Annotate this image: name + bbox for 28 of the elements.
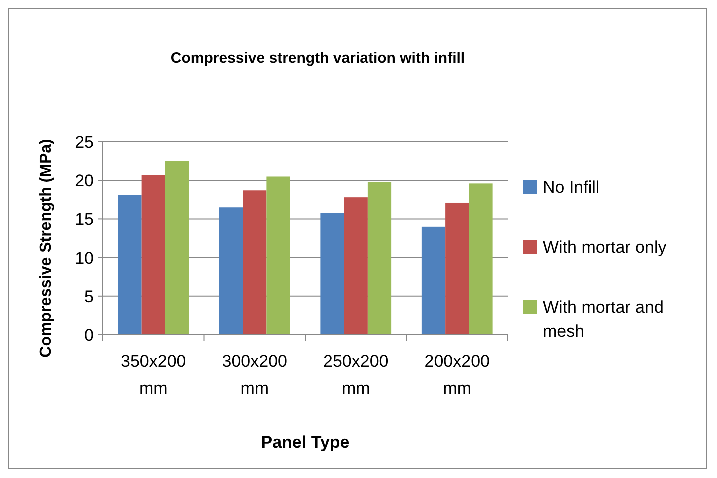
bar (118, 195, 142, 335)
bar (142, 175, 166, 335)
y-tick-label: 5 (84, 287, 94, 306)
x-tick-label: 350x200 mm (121, 352, 186, 398)
legend-label: No Infill (543, 178, 600, 197)
y-tick-label: 0 (84, 326, 94, 345)
x-tick-label: 200x200 mm (424, 352, 490, 398)
bar (165, 161, 190, 335)
bar (243, 190, 267, 335)
x-axis-title: Panel Type (261, 433, 350, 452)
y-tick-label: 10 (75, 248, 94, 268)
bar (320, 213, 344, 335)
legend-label: With mortar and mesh (543, 298, 664, 341)
bar (422, 226, 446, 335)
bar (469, 184, 493, 335)
bar (446, 202, 470, 335)
bar (344, 198, 368, 335)
x-tick-label: 300x200 mm (222, 352, 288, 398)
y-tick-label: 20 (75, 172, 94, 191)
chart-title: Compressive strength variation with infill (170, 50, 466, 67)
x-tick-label: 250x200 mm (324, 352, 389, 398)
bar (266, 176, 290, 335)
y-axis-title: Compressive Strength (MPa) (38, 139, 55, 358)
bar (219, 208, 244, 335)
bar (368, 182, 392, 335)
legend-label: With mortar only (543, 238, 668, 257)
y-tick-label: 15 (75, 210, 94, 230)
y-tick-label: 25 (75, 132, 94, 152)
